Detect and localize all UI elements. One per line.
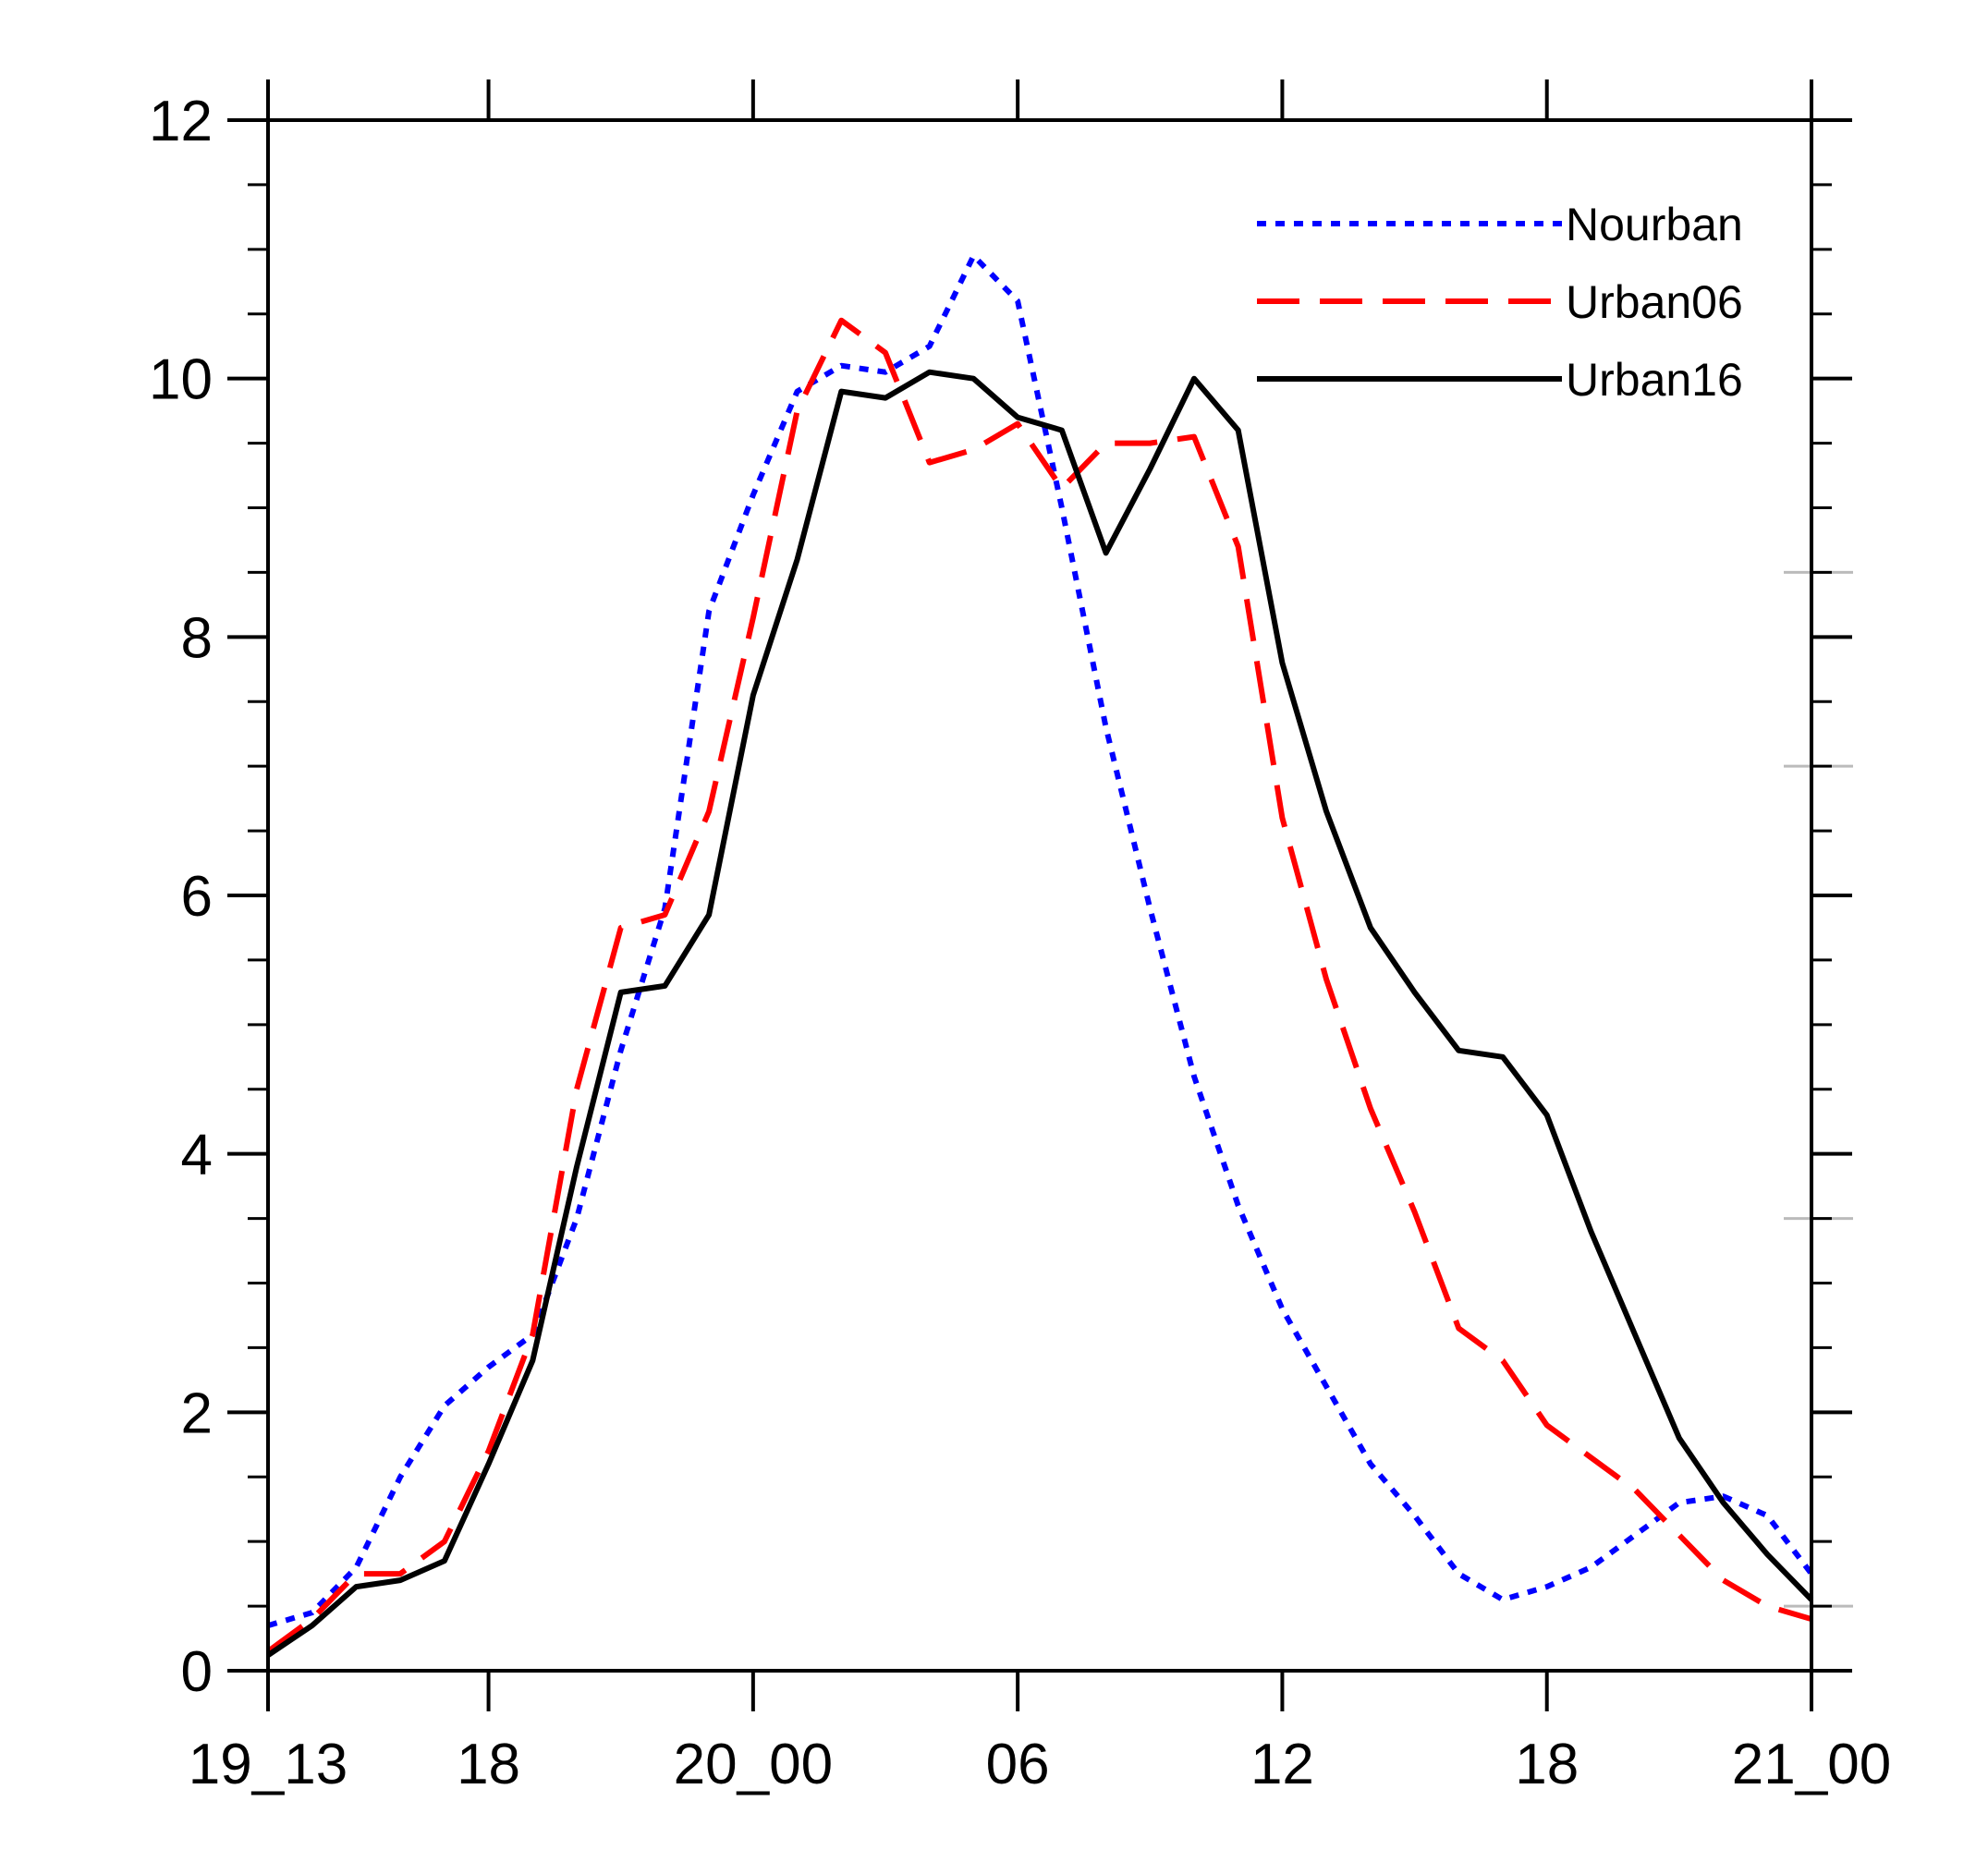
x-tick-label: 06: [986, 1733, 1050, 1796]
y-tick-label: 4: [181, 1124, 213, 1187]
x-tick-label: 19_13: [189, 1733, 348, 1796]
series-line-urban06: [266, 317, 1812, 1654]
y-tick-label: 6: [181, 865, 213, 929]
x-tick-label: 18: [1515, 1733, 1579, 1796]
y-tick-label: 8: [181, 606, 213, 670]
legend: Nourban Urban06 Urban16: [1257, 199, 1743, 406]
y-tick-label: 12: [149, 90, 213, 153]
legend-label-urban16: Urban16: [1566, 354, 1743, 406]
y-tick-label: 2: [181, 1381, 213, 1445]
axes-layer: 0 2 4 6 8 10 12 19_13 18 20_00 06 12 18 21_00: [149, 79, 1891, 1796]
legend-label-urban06: Urban06: [1566, 276, 1743, 328]
legend-label-nourban: Nourban: [1566, 199, 1743, 250]
series-line-urban16: [266, 369, 1814, 1658]
x-tick-label: 12: [1250, 1733, 1314, 1796]
x-tick-label: 20_00: [674, 1733, 833, 1796]
x-tick-label: 18: [457, 1733, 520, 1796]
x-tick-label: 21_00: [1732, 1733, 1891, 1796]
y-tick-label: 10: [149, 348, 213, 412]
y-tick-label: 0: [181, 1640, 213, 1704]
series-layer: [266, 252, 1814, 1658]
